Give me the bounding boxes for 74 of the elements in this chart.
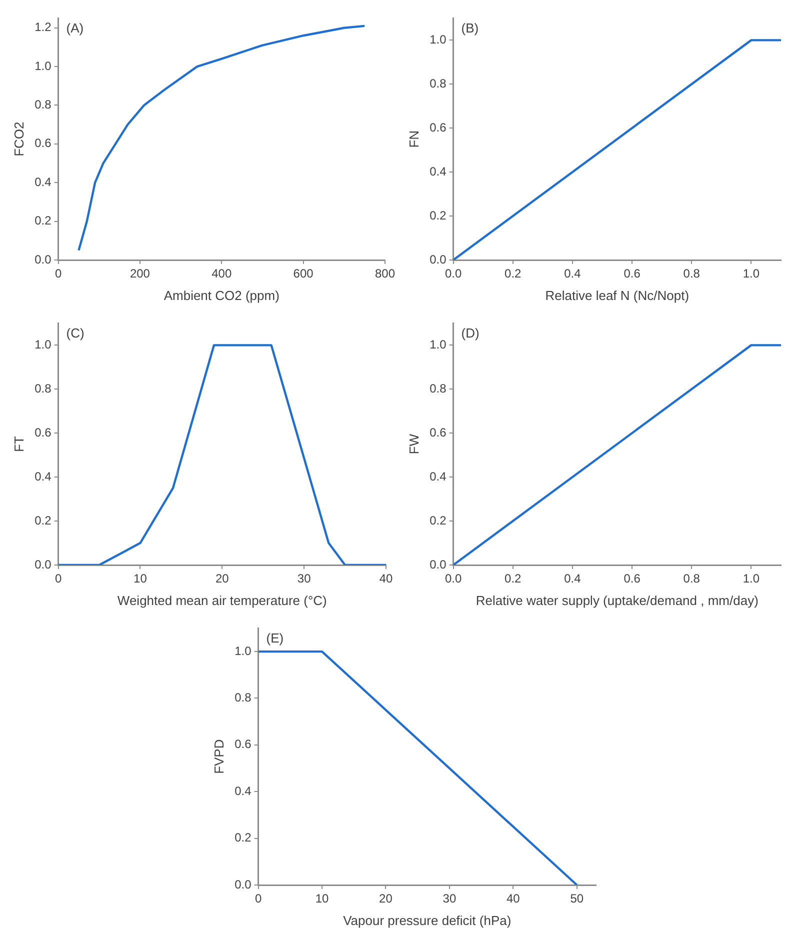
- x-tick-label: 40: [506, 892, 520, 906]
- y-tick-label: 0.8: [430, 76, 447, 90]
- x-tick-label: 10: [315, 892, 329, 906]
- x-tick-label: 50: [570, 892, 584, 906]
- y-tick-label: 1.0: [34, 58, 52, 73]
- x-tick-label: 0: [254, 892, 262, 906]
- y-axis-title: FT: [11, 436, 26, 452]
- x-axis-title: Ambient CO2 (ppm): [164, 288, 280, 303]
- y-tick-label: 0.0: [430, 252, 447, 266]
- y-tick-label: 0.0: [234, 877, 252, 892]
- annotation: (B): [461, 20, 479, 36]
- x-tick-label: 400: [212, 266, 232, 281]
- x-tick-label: 10: [134, 572, 148, 586]
- y-tick-label: 0.6: [34, 136, 52, 150]
- y-tick-label: 0.4: [430, 469, 447, 484]
- y-tick-label: 0.2: [34, 513, 52, 528]
- y-tick-label: 0.6: [234, 737, 252, 752]
- x-tick-label: 0: [54, 572, 62, 586]
- y-tick-label: 0.2: [234, 830, 252, 845]
- y-tick-label: 1.0: [234, 644, 252, 658]
- x-tick-label: 0.6: [624, 572, 641, 586]
- y-tick-label: 1.0: [430, 337, 447, 352]
- annotation: (A): [66, 20, 84, 36]
- x-tick-label: 0.2: [504, 572, 522, 586]
- y-tick-label: 0.4: [430, 164, 447, 178]
- y-tick-label: 0.0: [34, 252, 52, 266]
- y-axis-title: FCO2: [11, 122, 26, 156]
- x-tick-label: 0.0: [444, 572, 462, 586]
- y-tick-label: 0.4: [234, 784, 252, 798]
- annotation: (E): [266, 630, 284, 646]
- y-tick-label: 0.8: [34, 98, 52, 112]
- y-tick-label: 1.2: [34, 20, 52, 34]
- y-tick-label: 0.6: [34, 425, 52, 440]
- y-tick-label: 0.0: [430, 557, 447, 572]
- y-tick-label: 0.0: [34, 557, 52, 572]
- x-tick-label: 0.8: [683, 266, 700, 281]
- y-tick-label: 0.4: [34, 174, 52, 189]
- y-tick-label: 0.4: [34, 469, 52, 484]
- annotation: (C): [66, 325, 84, 340]
- x-tick-label: 1.0: [742, 572, 760, 586]
- y-tick-label: 1.0: [34, 337, 52, 352]
- annotation: (D): [461, 325, 480, 340]
- x-tick-label: 1.0: [742, 266, 760, 281]
- y-axis-title: FVPD: [211, 739, 226, 774]
- x-axis-title: Vapour pressure deficit (hPa): [343, 912, 512, 928]
- x-tick-label: 0.8: [683, 572, 700, 586]
- y-axis-title: FW: [406, 433, 422, 454]
- x-tick-label: 30: [442, 892, 456, 906]
- x-tick-label: 0.4: [564, 572, 582, 586]
- x-axis-title: Weighted mean air temperature (°C): [117, 592, 327, 608]
- x-tick-label: 20: [215, 572, 230, 586]
- x-tick-label: 30: [297, 572, 312, 586]
- y-tick-label: 0.2: [430, 513, 447, 528]
- y-tick-label: 0.2: [430, 208, 447, 222]
- x-tick-label: 40: [379, 572, 393, 586]
- x-tick-label: 800: [374, 266, 396, 281]
- x-tick-label: 0.0: [444, 266, 462, 281]
- x-tick-label: 600: [293, 266, 314, 281]
- y-tick-label: 0.6: [430, 425, 447, 440]
- x-tick-label: 0.2: [504, 266, 522, 281]
- y-tick-label: 0.2: [34, 214, 52, 228]
- x-tick-label: 0.4: [564, 266, 582, 281]
- y-tick-label: 0.8: [234, 690, 252, 705]
- y-axis-title: FN: [406, 130, 422, 148]
- y-tick-label: 0.6: [430, 120, 447, 134]
- x-tick-label: 20: [379, 892, 393, 906]
- y-tick-label: 1.0: [430, 32, 447, 46]
- y-tick-label: 0.8: [34, 381, 52, 396]
- x-axis-title: Relative water supply (uptake/demand , mm/day): [476, 592, 758, 608]
- x-tick-label: 200: [130, 266, 150, 281]
- x-axis-title: Relative leaf N (Nc/Nopt): [545, 288, 690, 303]
- x-tick-label: 0: [54, 266, 62, 281]
- x-tick-label: 0.6: [624, 266, 641, 281]
- y-tick-label: 0.8: [430, 381, 447, 396]
